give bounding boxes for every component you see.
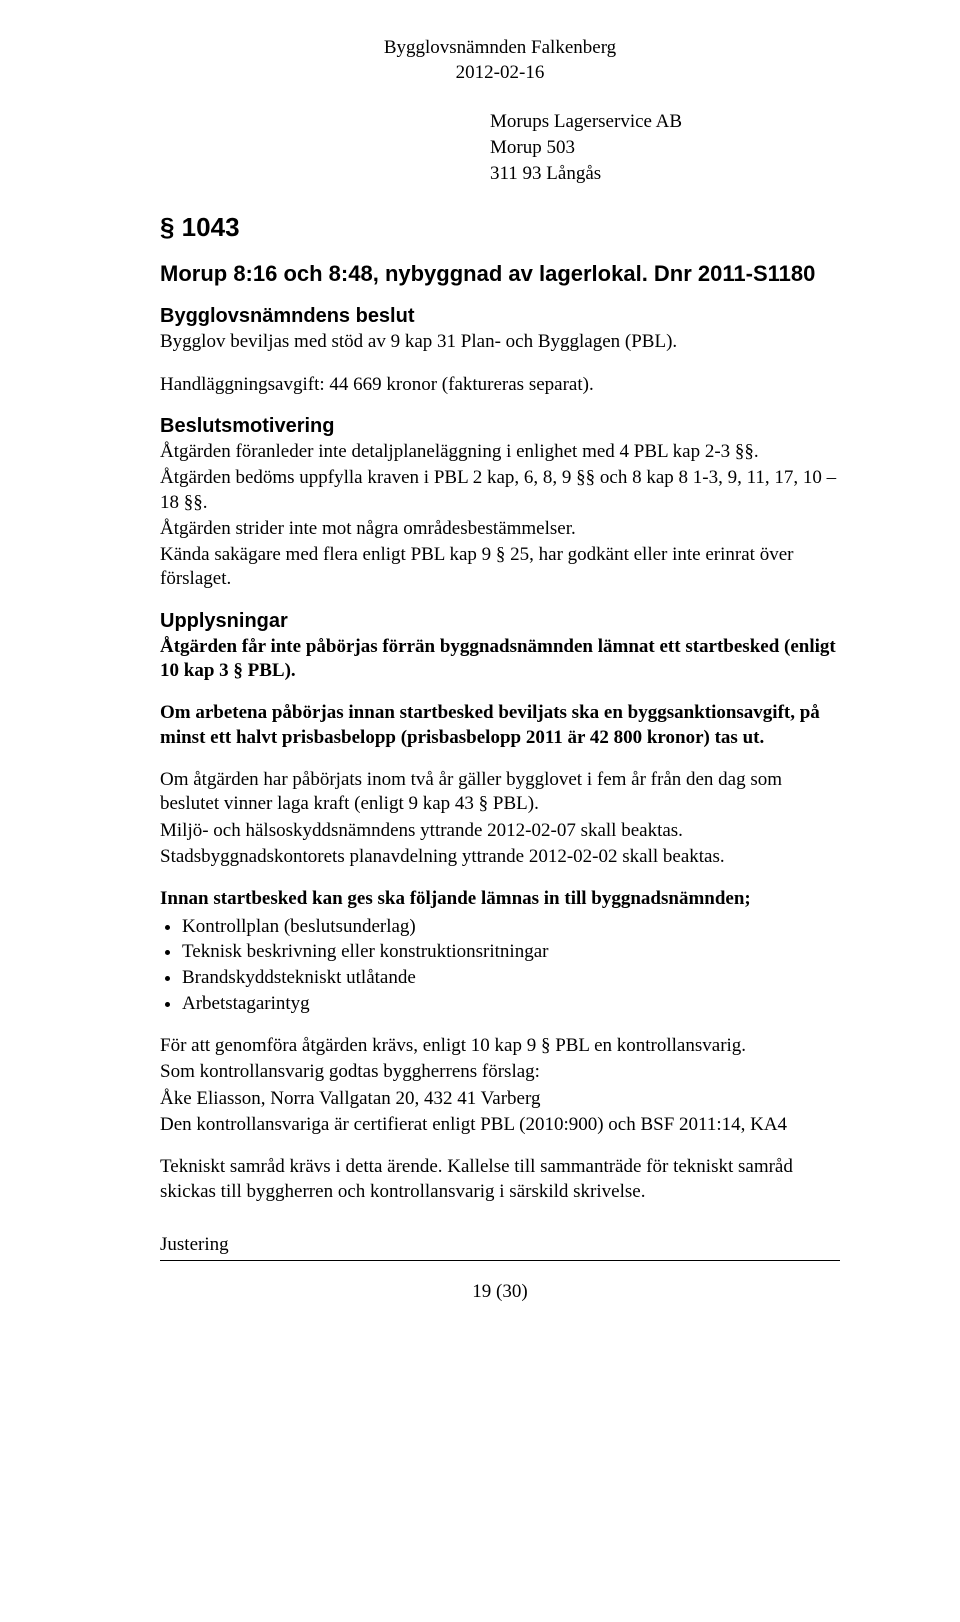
- beslut-heading: Bygglovsnämndens beslut: [160, 305, 840, 328]
- page-footer: Justering 19 (30): [160, 1234, 840, 1303]
- header-org: Bygglovsnämnden Falkenberg: [160, 36, 840, 61]
- footer-label: Justering: [160, 1234, 840, 1256]
- beslut-line-2: Handläggningsavgift: 44 669 kronor (fakt…: [160, 373, 840, 397]
- upplysningar-p4b: Som kontrollansvarig godtas byggherrens …: [160, 1060, 840, 1084]
- recipient-address: Morups Lagerservice AB Morup 503 311 93 …: [490, 109, 840, 186]
- upplysningar-p4d: Den kontrollansvariga är certifierat enl…: [160, 1113, 840, 1137]
- list-item: Kontrollplan (beslutsunderlag): [182, 914, 840, 940]
- footer-rule: [160, 1260, 840, 1261]
- upplysningar-p3b: Miljö- och hälsoskyddsnämndens yttrande …: [160, 819, 840, 843]
- upplysningar-p5: Tekniskt samråd krävs i detta ärende. Ka…: [160, 1155, 840, 1204]
- motivering-p4: Kända sakägare med flera enligt PBL kap …: [160, 543, 840, 592]
- address-line-2: Morup 503: [490, 135, 840, 161]
- page-header: Bygglovsnämnden Falkenberg 2012-02-16: [160, 36, 840, 85]
- address-line-3: 311 93 Långås: [490, 161, 840, 187]
- list-item: Teknisk beskrivning eller konstruktionsr…: [182, 939, 840, 965]
- upplysningar-p1: Åtgärden får inte påbörjas förrän byggna…: [160, 635, 840, 684]
- upplysningar-listhead: Innan startbesked kan ges ska följande l…: [160, 887, 840, 911]
- upplysningar-p2: Om arbetena påbörjas innan startbesked b…: [160, 701, 840, 750]
- upplysningar-p3a: Om åtgärden har påbörjats inom två år gä…: [160, 768, 840, 817]
- header-date: 2012-02-16: [160, 61, 840, 86]
- upplysningar-list: Kontrollplan (beslutsunderlag) Teknisk b…: [160, 914, 840, 1017]
- motivering-heading: Beslutsmotivering: [160, 415, 840, 438]
- upplysningar-p3c: Stadsbyggnadskontorets planavdelning ytt…: [160, 845, 840, 869]
- upplysningar-p4a: För att genomföra åtgärden krävs, enligt…: [160, 1034, 840, 1058]
- beslut-line-1: Bygglov beviljas med stöd av 9 kap 31 Pl…: [160, 330, 840, 354]
- list-item: Arbetstagarintyg: [182, 991, 840, 1017]
- page-container: Bygglovsnämnden Falkenberg 2012-02-16 Mo…: [0, 0, 960, 1622]
- section-number: § 1043: [160, 212, 840, 243]
- motivering-p2: Åtgärden bedöms uppfylla kraven i PBL 2 …: [160, 466, 840, 515]
- motivering-p3: Åtgärden strider inte mot några områdesb…: [160, 517, 840, 541]
- address-line-1: Morups Lagerservice AB: [490, 109, 840, 135]
- motivering-p1: Åtgärden föranleder inte detaljplanelägg…: [160, 440, 840, 464]
- document-title: Morup 8:16 och 8:48, nybyggnad av lagerl…: [160, 261, 840, 287]
- page-number: 19 (30): [160, 1281, 840, 1303]
- upplysningar-heading: Upplysningar: [160, 610, 840, 633]
- list-item: Brandskyddstekniskt utlåtande: [182, 965, 840, 991]
- upplysningar-p4c: Åke Eliasson, Norra Vallgatan 20, 432 41…: [160, 1087, 840, 1111]
